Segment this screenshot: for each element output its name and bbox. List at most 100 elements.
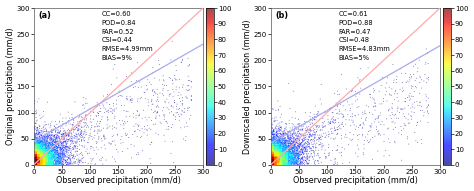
Point	[36, 139, 44, 142]
Point	[273, 154, 281, 157]
Point	[273, 150, 281, 153]
Point	[271, 162, 278, 165]
Point	[34, 161, 41, 164]
Point	[273, 163, 280, 166]
Point	[31, 163, 39, 166]
Point	[39, 150, 46, 153]
Point	[287, 162, 295, 165]
Point	[370, 91, 378, 94]
Point	[279, 138, 287, 141]
Point	[34, 159, 42, 162]
Point	[273, 160, 281, 163]
Point	[30, 161, 37, 164]
Point	[38, 150, 46, 153]
Point	[282, 160, 290, 163]
Point	[271, 158, 278, 161]
Point	[32, 152, 39, 155]
Point	[37, 161, 45, 164]
Point	[35, 151, 43, 154]
Point	[282, 154, 289, 157]
Point	[37, 155, 45, 158]
Point	[35, 161, 42, 164]
Point	[45, 158, 52, 161]
Point	[31, 160, 39, 163]
Point	[32, 159, 40, 162]
Point	[275, 157, 283, 160]
Point	[374, 117, 382, 120]
Point	[50, 148, 57, 151]
Point	[30, 155, 38, 158]
Point	[268, 156, 276, 159]
Point	[146, 81, 153, 84]
Point	[287, 155, 294, 158]
Point	[269, 149, 277, 152]
Point	[37, 150, 45, 153]
Point	[280, 136, 288, 139]
Point	[268, 157, 276, 160]
Point	[51, 125, 58, 128]
Point	[294, 123, 302, 126]
Point	[268, 155, 275, 158]
Point	[275, 159, 283, 162]
Point	[269, 153, 276, 156]
Point	[43, 160, 51, 163]
Point	[283, 153, 290, 156]
Point	[269, 163, 277, 166]
Point	[41, 160, 48, 163]
Point	[269, 154, 277, 157]
Point	[269, 146, 276, 149]
Point	[38, 161, 46, 164]
Point	[30, 154, 38, 157]
Point	[269, 151, 276, 154]
Point	[274, 158, 282, 161]
Point	[33, 152, 40, 155]
Point	[282, 160, 289, 163]
Point	[300, 146, 308, 149]
Point	[45, 154, 52, 157]
Point	[35, 161, 43, 164]
Point	[35, 163, 43, 166]
Point	[281, 141, 289, 144]
Point	[52, 133, 59, 136]
Point	[281, 154, 288, 157]
Point	[270, 163, 277, 166]
Point	[31, 158, 39, 161]
Point	[33, 160, 41, 163]
Point	[287, 153, 295, 156]
Point	[42, 156, 49, 159]
Point	[40, 162, 47, 165]
Point	[108, 107, 115, 110]
Point	[31, 155, 38, 158]
Point	[48, 151, 55, 155]
Point	[274, 161, 282, 164]
Point	[277, 146, 284, 149]
Point	[32, 162, 40, 165]
Point	[33, 157, 41, 160]
Point	[34, 159, 42, 162]
Point	[393, 96, 401, 99]
Point	[317, 141, 324, 144]
Point	[404, 104, 412, 107]
Point	[38, 139, 46, 142]
Point	[274, 146, 282, 149]
Point	[273, 162, 281, 165]
Point	[37, 158, 45, 161]
Point	[289, 157, 296, 160]
Point	[31, 151, 38, 154]
Point	[279, 151, 286, 154]
Point	[30, 155, 38, 158]
Point	[36, 139, 44, 142]
Point	[280, 146, 288, 149]
Point	[279, 137, 286, 140]
Point	[272, 151, 279, 154]
Point	[32, 156, 40, 159]
Point	[106, 142, 114, 145]
Point	[355, 126, 363, 129]
Point	[276, 152, 283, 155]
Point	[30, 163, 38, 166]
Point	[278, 151, 286, 154]
Point	[306, 143, 313, 146]
Point	[268, 161, 276, 164]
Point	[293, 161, 301, 164]
Point	[267, 152, 275, 155]
